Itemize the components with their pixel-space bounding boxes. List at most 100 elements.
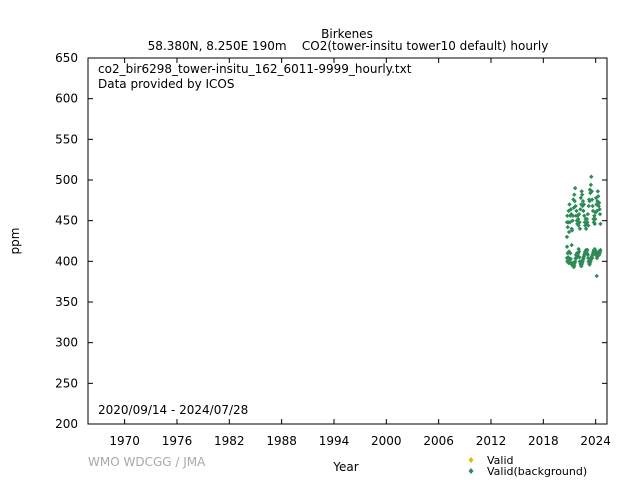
data-point [564,234,570,240]
data-point [595,189,601,194]
data-point [577,255,582,260]
x-tick-label: 2006 [423,434,454,448]
data-point [570,218,575,223]
data-point [576,211,582,217]
data-point [569,228,575,233]
y-tick-label: 250 [55,376,78,390]
data-point [571,205,577,210]
plot-frame [87,57,608,425]
data-point [572,198,577,204]
data-point [570,213,576,218]
data-point [575,221,580,227]
watermark: WMO WDCGG / JMA [88,455,206,469]
data-point [597,211,603,217]
chart-title: Birkenes [321,27,373,41]
data-point [579,189,584,194]
data-point [577,220,582,225]
data-point [575,213,580,218]
data-point [597,207,602,212]
data-point [565,255,571,260]
data-point [568,213,573,218]
legend-label-valid-background: Valid(background) [487,465,587,478]
date-range-label: 2020/09/14 - 2024/07/28 [98,403,248,417]
data-point [585,247,590,253]
x-axis: 1970 1976 1982 1988 1994 2000 2006 2012 2018 2024 [109,58,611,448]
data-point [589,197,595,202]
y-tick-label: 600 [55,92,78,106]
data-point [582,213,587,218]
data-point [566,249,572,254]
data-point [576,223,581,228]
data-point [580,203,585,209]
data-point [569,211,574,217]
data-point [572,185,578,191]
x-tick-label: 1994 [319,434,350,448]
y-axis-label: ppm [8,228,22,255]
data-point [584,216,590,222]
data-point [573,203,578,209]
data-point [581,208,586,214]
data-point [589,189,594,194]
data-point [583,226,589,231]
y-tick-label: 350 [55,295,78,309]
data-point [581,202,587,207]
data-point [571,197,576,202]
x-tick-label: 2024 [580,434,611,448]
data-point [585,211,591,217]
data-point [593,195,599,201]
x-tick-label: 2012 [476,434,507,448]
data-point [591,220,597,225]
y-tick-label: 550 [55,132,78,146]
data-point [585,252,591,258]
data-point [574,208,579,214]
data-point [586,223,591,228]
data-point [593,249,599,254]
data-point [569,242,574,248]
data-point [566,208,571,214]
data-point [578,207,583,212]
data-point [588,182,594,188]
x-tick-label: 1970 [109,434,140,448]
data-point [593,216,598,222]
chart-subtitle: 58.380N, 8.250E 190m CO2(tower-insitu to… [148,39,549,53]
data-point [592,213,597,218]
data-point [576,249,582,254]
legend-marker-valid [468,457,474,463]
data-point [592,221,597,227]
data-point [565,213,570,218]
data-point [568,251,573,256]
y-tick-label: 300 [55,336,78,350]
y-tick-label: 650 [55,51,78,65]
legend-label-valid: Valid [487,454,514,467]
data-point [566,229,572,235]
provider-label: Data provided by ICOS [98,77,234,91]
data-point [594,202,599,207]
data-point [596,194,601,199]
legend: Valid Valid(background) [468,454,587,478]
data-point [590,203,595,209]
y-tick-label: 500 [55,173,78,187]
data-point [568,207,574,212]
data-point [589,255,595,261]
data-point [580,198,586,204]
data-point [572,259,578,264]
x-tick-label: 2018 [528,434,559,448]
data-point [586,203,591,209]
data-point [598,247,603,253]
x-axis-label: Year [332,460,358,474]
y-tick-label: 400 [55,254,78,268]
data-point [577,226,583,231]
data-point [582,220,587,225]
data-point [584,251,590,256]
data-point [589,174,594,179]
y-tick-label: 450 [55,214,78,228]
data-point [596,200,602,205]
x-tick-label: 2000 [371,434,402,448]
data-point [596,203,601,209]
x-tick-label: 1982 [214,434,245,448]
data-point [585,220,590,225]
data-point [592,246,597,252]
data-point [564,244,570,249]
legend-marker-valid-background [468,468,474,474]
